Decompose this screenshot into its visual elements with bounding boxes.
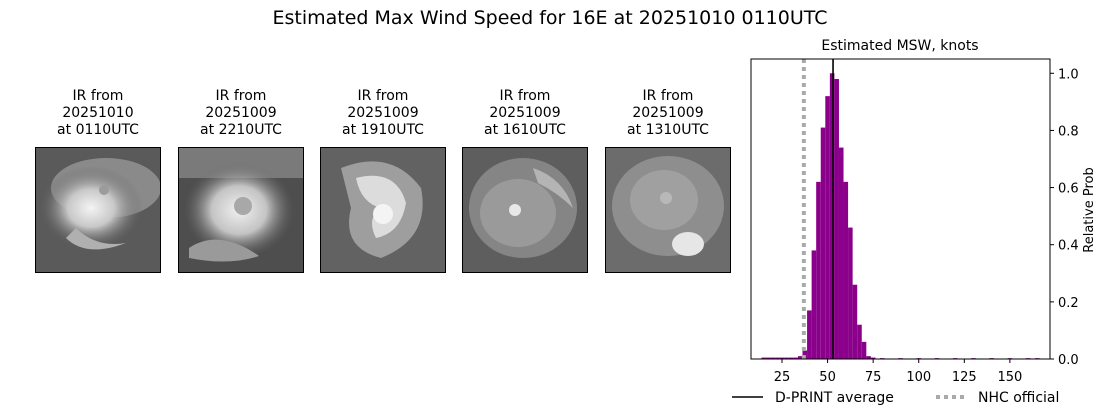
histogram-bar bbox=[861, 341, 867, 359]
ir-label-line1: IR from bbox=[357, 88, 409, 104]
histogram-bar bbox=[779, 357, 785, 359]
ir-label-date: 20251009 bbox=[632, 105, 704, 121]
histogram-bar bbox=[793, 357, 798, 359]
ir-label-line1: IR from bbox=[499, 88, 551, 104]
histogram-bar bbox=[825, 96, 830, 360]
x-tick-label: 100 bbox=[906, 370, 931, 385]
ir-panel-label: IR from 20251009 at 1610UTC bbox=[462, 88, 588, 142]
y-tick-label: 0.8 bbox=[1058, 124, 1079, 139]
ir-satellite-image bbox=[462, 147, 588, 273]
x-tick-label: 25 bbox=[774, 370, 791, 385]
histogram-bar bbox=[802, 350, 808, 359]
histogram-bar bbox=[797, 356, 803, 359]
histogram-bar bbox=[820, 127, 826, 359]
x-tick-label: 125 bbox=[952, 370, 977, 385]
histogram-bar bbox=[788, 357, 794, 359]
x-tick-label: 150 bbox=[997, 370, 1022, 385]
histogram-bar bbox=[770, 357, 776, 359]
plot-frame bbox=[750, 58, 1051, 360]
y-tick-label: 0.0 bbox=[1058, 353, 1079, 368]
y-tick-label: 0.6 bbox=[1058, 182, 1079, 197]
histogram-bar bbox=[834, 79, 839, 359]
ir-panel-4: IR from 20251009 at 1610UTC bbox=[462, 88, 588, 273]
histogram-bar bbox=[775, 357, 780, 359]
histogram-bar bbox=[857, 324, 862, 359]
x-tick-label: 50 bbox=[819, 370, 836, 385]
ir-satellite-image bbox=[178, 147, 304, 273]
ir-panel-3: IR from 20251009 at 1910UTC bbox=[320, 88, 446, 273]
chart-title: Estimated MSW, knots bbox=[821, 38, 978, 54]
ir-label-date: 20251010 bbox=[62, 105, 134, 121]
ir-label-time: at 1910UTC bbox=[342, 122, 424, 138]
histogram-bar bbox=[811, 250, 817, 359]
histogram-bar bbox=[816, 181, 821, 359]
histogram-bar bbox=[766, 357, 771, 359]
ir-panel-label: IR from 20251009 at 1310UTC bbox=[605, 88, 731, 142]
ir-label-line1: IR from bbox=[72, 88, 124, 104]
ir-label-date: 20251009 bbox=[347, 105, 419, 121]
y-tick-label: 1.0 bbox=[1058, 67, 1079, 82]
y-tick-label: 0.2 bbox=[1058, 296, 1079, 311]
ir-label-time: at 1610UTC bbox=[484, 122, 566, 138]
histogram-bar bbox=[866, 356, 871, 359]
y-tick-label: 0.4 bbox=[1058, 239, 1079, 254]
legend-dprint-label: D-PRINT average bbox=[775, 390, 894, 406]
ir-panel-2: IR from 20251009 at 2210UTC bbox=[178, 88, 304, 273]
histogram-bar bbox=[848, 227, 853, 359]
ir-satellite-image bbox=[320, 147, 446, 273]
y-axis-label: Relative Prob bbox=[1082, 167, 1097, 252]
histogram-bar bbox=[843, 181, 849, 359]
ir-panel-label: IR from 20251010 at 0110UTC bbox=[35, 88, 161, 142]
legend-nhc-label: NHC official bbox=[978, 390, 1059, 406]
ir-label-time: at 1310UTC bbox=[627, 122, 709, 138]
ir-panel-label: IR from 20251009 at 1910UTC bbox=[320, 88, 446, 142]
histogram-bar bbox=[761, 357, 767, 359]
histogram-bar bbox=[829, 73, 835, 360]
ir-label-time: at 2210UTC bbox=[200, 122, 282, 138]
legend: D-PRINT average NHC official bbox=[732, 390, 1059, 406]
histogram-bar bbox=[870, 357, 876, 359]
ir-satellite-image bbox=[35, 147, 161, 273]
ir-panel-5: IR from 20251009 at 1310UTC bbox=[605, 88, 731, 273]
histogram-bar bbox=[807, 310, 812, 359]
histogram-bar bbox=[838, 147, 844, 359]
ir-label-date: 20251009 bbox=[489, 105, 561, 121]
ir-panel-1: IR from 20251010 at 0110UTC bbox=[35, 88, 161, 273]
histogram-bar bbox=[784, 357, 789, 359]
figure-title: Estimated Max Wind Speed for 16E at 2025… bbox=[272, 7, 828, 29]
ir-panel-label: IR from 20251009 at 2210UTC bbox=[178, 88, 304, 142]
ir-label-date: 20251009 bbox=[205, 105, 277, 121]
histogram-bar bbox=[852, 284, 858, 359]
x-tick-label: 75 bbox=[865, 370, 882, 385]
ir-label-line1: IR from bbox=[215, 88, 267, 104]
ir-satellite-image bbox=[605, 147, 731, 273]
ir-label-line1: IR from bbox=[642, 88, 694, 104]
ir-label-time: at 0110UTC bbox=[57, 122, 139, 138]
